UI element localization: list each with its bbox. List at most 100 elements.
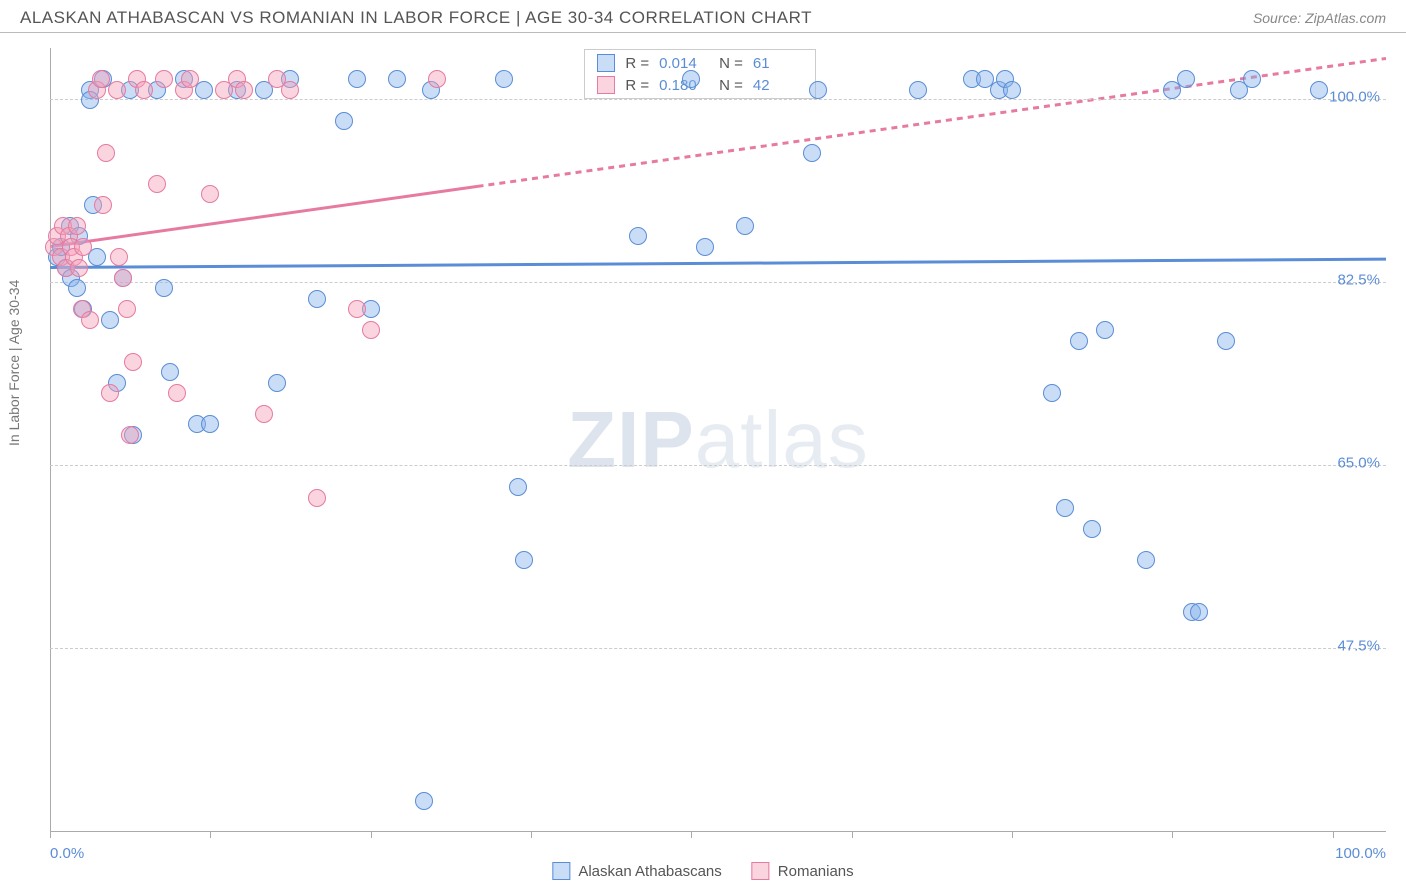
chart-header: ALASKAN ATHABASCAN VS ROMANIAN IN LABOR …: [0, 0, 1406, 33]
bottom-legend: Alaskan Athabascans Romanians: [552, 862, 853, 880]
trend-lines: [50, 48, 1386, 832]
scatter-point: [415, 792, 433, 810]
scatter-point: [1137, 551, 1155, 569]
y-tick-label: 100.0%: [1329, 89, 1380, 106]
scatter-point: [1083, 520, 1101, 538]
legend-label-athabascan: Alaskan Athabascans: [578, 863, 721, 880]
scatter-point: [155, 70, 173, 88]
stats-swatch: [597, 76, 615, 94]
y-tick-label: 82.5%: [1337, 272, 1380, 289]
x-tick: [50, 832, 51, 838]
scatter-point: [201, 185, 219, 203]
scatter-point: [181, 70, 199, 88]
scatter-point: [101, 384, 119, 402]
scatter-point: [515, 551, 533, 569]
chart-title: ALASKAN ATHABASCAN VS ROMANIAN IN LABOR …: [20, 8, 812, 28]
scatter-point: [268, 374, 286, 392]
legend-label-romanian: Romanians: [778, 863, 854, 880]
scatter-point: [108, 81, 126, 99]
x-tick: [852, 832, 853, 838]
legend-swatch-romanian: [752, 862, 770, 880]
scatter-point: [121, 426, 139, 444]
scatter-point: [1003, 81, 1021, 99]
scatter-point: [92, 70, 110, 88]
x-tick: [691, 832, 692, 838]
stats-legend-box: R =0.014N =61R =0.180N =42: [584, 49, 816, 99]
scatter-point: [1310, 81, 1328, 99]
x-tick: [531, 832, 532, 838]
scatter-point: [909, 81, 927, 99]
scatter-point: [1243, 70, 1261, 88]
scatter-point: [235, 81, 253, 99]
scatter-point: [97, 144, 115, 162]
x-tick-label-left: 0.0%: [50, 845, 84, 862]
scatter-point: [809, 81, 827, 99]
x-tick: [1333, 832, 1334, 838]
legend-item-romanian: Romanians: [752, 862, 854, 880]
x-tick: [1172, 832, 1173, 838]
scatter-point: [281, 81, 299, 99]
x-tick-label-right: 100.0%: [1335, 845, 1386, 862]
scatter-point: [736, 217, 754, 235]
scatter-point: [1217, 332, 1235, 350]
scatter-point: [94, 196, 112, 214]
y-tick-label: 65.0%: [1337, 455, 1380, 472]
legend-swatch-athabascan: [552, 862, 570, 880]
scatter-point: [155, 279, 173, 297]
scatter-point: [348, 300, 366, 318]
gridline: [50, 648, 1386, 649]
scatter-point: [803, 144, 821, 162]
chart-source: Source: ZipAtlas.com: [1253, 10, 1386, 26]
scatter-point: [135, 81, 153, 99]
scatter-point: [124, 353, 142, 371]
scatter-point: [74, 238, 92, 256]
scatter-point: [682, 70, 700, 88]
stat-r-value: 0.014: [659, 55, 709, 72]
stat-r-label: R =: [625, 77, 649, 94]
scatter-point: [629, 227, 647, 245]
scatter-point: [1096, 321, 1114, 339]
scatter-point: [201, 415, 219, 433]
x-tick: [371, 832, 372, 838]
scatter-point: [68, 217, 86, 235]
scatter-point: [428, 70, 446, 88]
gridline: [50, 465, 1386, 466]
scatter-point: [101, 311, 119, 329]
stat-r-label: R =: [625, 55, 649, 72]
stats-swatch: [597, 54, 615, 72]
x-tick: [1012, 832, 1013, 838]
scatter-point: [388, 70, 406, 88]
y-axis-title: In Labor Force | Age 30-34: [6, 280, 22, 446]
x-tick: [210, 832, 211, 838]
chart-plot-area: ZIPatlas R =0.014N =61R =0.180N =42 47.5…: [50, 48, 1386, 832]
scatter-point: [1177, 70, 1195, 88]
stat-n-value: 42: [753, 77, 803, 94]
x-axis-line: [50, 831, 1386, 832]
y-tick-label: 47.5%: [1337, 638, 1380, 655]
scatter-point: [495, 70, 513, 88]
scatter-point: [148, 175, 166, 193]
scatter-point: [509, 478, 527, 496]
scatter-point: [1043, 384, 1061, 402]
scatter-point: [335, 112, 353, 130]
scatter-point: [81, 311, 99, 329]
scatter-point: [308, 489, 326, 507]
gridline: [50, 99, 1386, 100]
scatter-point: [1056, 499, 1074, 517]
scatter-point: [348, 70, 366, 88]
scatter-point: [362, 321, 380, 339]
scatter-point: [68, 279, 86, 297]
scatter-point: [1070, 332, 1088, 350]
scatter-point: [161, 363, 179, 381]
scatter-point: [70, 259, 88, 277]
gridline: [50, 282, 1386, 283]
scatter-point: [308, 290, 326, 308]
stat-n-value: 61: [753, 55, 803, 72]
stats-row: R =0.014N =61: [585, 52, 815, 74]
stat-n-label: N =: [719, 77, 743, 94]
scatter-point: [696, 238, 714, 256]
scatter-point: [114, 269, 132, 287]
scatter-point: [255, 405, 273, 423]
scatter-point: [1190, 603, 1208, 621]
legend-item-athabascan: Alaskan Athabascans: [552, 862, 721, 880]
